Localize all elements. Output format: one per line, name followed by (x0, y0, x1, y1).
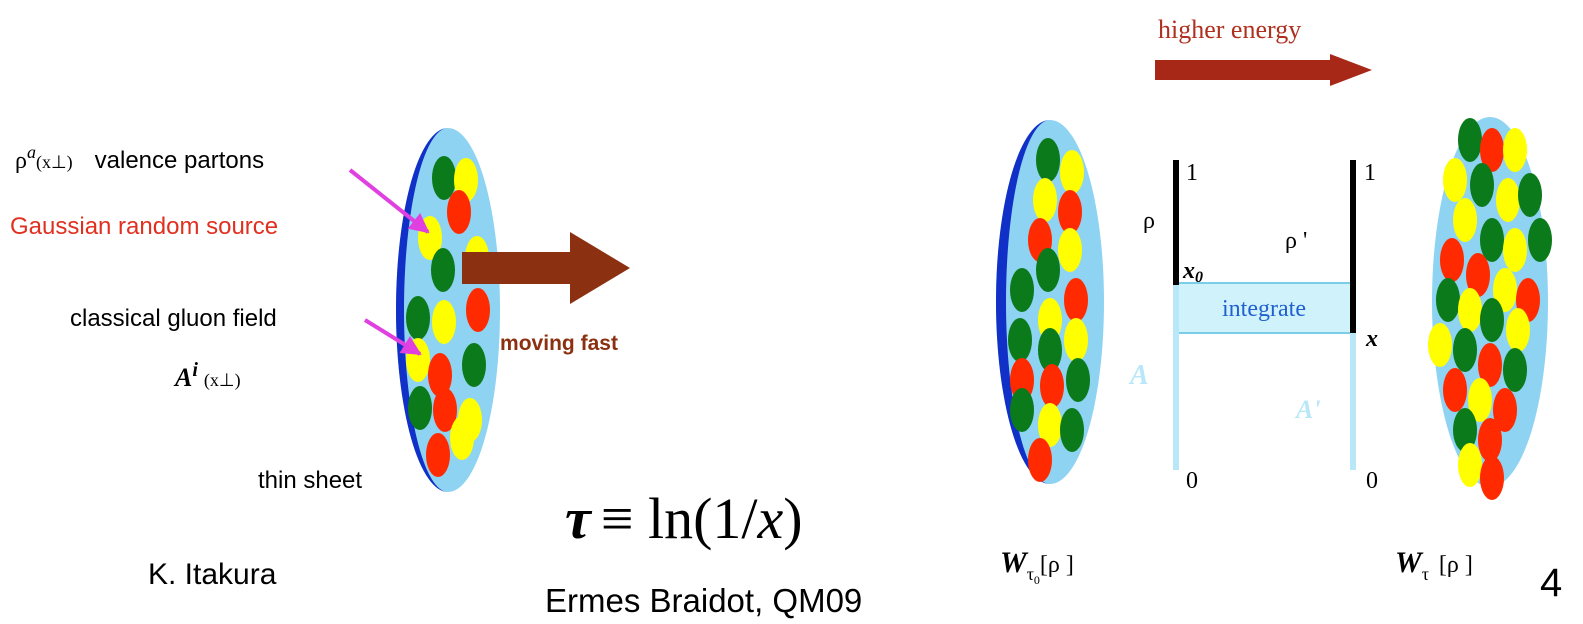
parton (1496, 178, 1520, 222)
valence-label: valence partons (95, 147, 264, 174)
sheet-label: thin sheet (258, 467, 362, 494)
formula-lhs: τ (565, 486, 593, 551)
parton (1036, 138, 1060, 182)
top-after: 1 (1364, 160, 1376, 186)
parton (406, 296, 430, 340)
parton (1010, 388, 1034, 432)
parton (432, 300, 456, 344)
parton (1440, 238, 1464, 282)
rho-before: ρ (1143, 208, 1155, 234)
slide: higher energy ρa(x⊥)valence partons Gaus… (0, 0, 1583, 624)
rho: ρ (15, 148, 27, 174)
parton (1453, 198, 1477, 242)
parton (1064, 318, 1088, 362)
field-symbol: A (173, 363, 192, 392)
parton (1010, 268, 1034, 312)
parton (432, 156, 456, 200)
superscript: a (27, 142, 36, 162)
subscript: τ (1422, 564, 1429, 584)
formula-rhs: ≡ ln(1/ (601, 486, 759, 551)
subscript: τ (1027, 564, 1034, 584)
citation: Ermes Braidot, QM09 (545, 582, 862, 619)
parton (1058, 228, 1082, 272)
parton (1443, 158, 1467, 202)
parton (1458, 443, 1482, 487)
integrate-label: integrate (1222, 296, 1306, 322)
parton (1478, 418, 1502, 462)
parton (466, 288, 490, 332)
w: W (1000, 546, 1029, 579)
parton (1458, 288, 1482, 332)
bottom-after: 0 (1366, 468, 1378, 494)
field-after: A' (1294, 395, 1321, 424)
parton (450, 416, 474, 460)
weight-before: Wτ0[ρ ] (1000, 546, 1074, 587)
argument: [ρ ] (1040, 552, 1074, 578)
x: x (1182, 258, 1195, 284)
parton (1503, 128, 1527, 172)
w: W (1395, 546, 1424, 579)
parton (431, 248, 455, 292)
x-after: x (1365, 326, 1378, 352)
subscript: 0 (1195, 269, 1203, 286)
parton (1058, 190, 1082, 234)
parton (408, 386, 432, 430)
parton (1066, 358, 1090, 402)
page-number: 4 (1540, 561, 1562, 605)
parton (1470, 163, 1494, 207)
energy-arrow (1155, 54, 1372, 86)
parton (1060, 408, 1084, 452)
parton (447, 190, 471, 234)
parton (406, 338, 430, 382)
parton (1480, 218, 1504, 262)
parton (1518, 173, 1542, 217)
formula-close: ) (783, 486, 802, 551)
source-label: Gaussian random source (10, 213, 278, 240)
parton (1436, 278, 1460, 322)
parton (1480, 298, 1504, 342)
parton (462, 343, 486, 387)
parton (1036, 248, 1060, 292)
parton (1060, 150, 1084, 194)
argument: (x⊥) (36, 152, 73, 173)
superscript: i (192, 359, 198, 381)
arrow-label: higher energy (1158, 15, 1301, 44)
credit: K. Itakura (148, 558, 277, 591)
parton (1458, 118, 1482, 162)
parton (1008, 318, 1032, 362)
parton (1033, 178, 1057, 222)
weight-after: Wτ [ρ ] (1395, 546, 1473, 584)
top-before: 1 (1186, 160, 1198, 186)
valence-text: ρa(x⊥) valence partons (15, 142, 264, 174)
bottom-before: 0 (1186, 468, 1198, 494)
parton (1480, 456, 1504, 500)
parton (1028, 438, 1052, 482)
parton (426, 433, 450, 477)
field-label: classical gluon field (70, 305, 277, 332)
parton (1064, 278, 1088, 322)
formula: τ≡ ln(1/x) (565, 486, 803, 551)
parton (1040, 364, 1064, 408)
field-before: A (1128, 360, 1149, 391)
argument: [ρ ] (1439, 552, 1473, 578)
parton (1528, 218, 1552, 262)
field-text: Ai (x⊥) (173, 359, 241, 392)
rho-after: ρ ' (1285, 228, 1307, 254)
parton (1506, 308, 1530, 352)
argument: (x⊥) (204, 370, 241, 391)
parton (1443, 368, 1467, 412)
parton (1428, 323, 1452, 367)
parton (1503, 228, 1527, 272)
parton (1503, 348, 1527, 392)
formula-var: x (757, 486, 784, 551)
x-before: x0 (1182, 258, 1203, 286)
motion-label: moving fast (500, 332, 618, 355)
parton (1453, 328, 1477, 372)
